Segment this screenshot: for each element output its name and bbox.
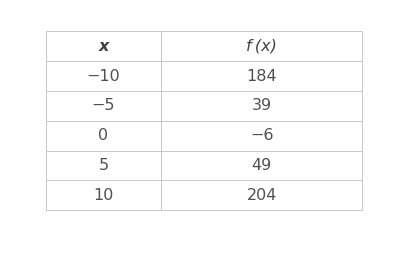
Text: 10: 10 — [93, 188, 114, 203]
Text: −5: −5 — [91, 98, 115, 113]
Bar — [161, 180, 362, 210]
Bar — [161, 61, 362, 91]
Bar — [161, 121, 362, 151]
Text: 0: 0 — [98, 128, 109, 143]
Text: 204: 204 — [247, 188, 277, 203]
Text: 5: 5 — [98, 158, 109, 173]
Bar — [161, 151, 362, 180]
Bar — [46, 61, 161, 91]
Bar — [46, 91, 161, 121]
Bar — [161, 31, 362, 61]
Text: −6: −6 — [250, 128, 274, 143]
Text: 184: 184 — [246, 69, 277, 84]
Bar — [46, 180, 161, 210]
Text: 39: 39 — [252, 98, 272, 113]
Text: −10: −10 — [86, 69, 120, 84]
Bar — [161, 91, 362, 121]
Text: x: x — [98, 39, 109, 54]
Text: 49: 49 — [251, 158, 272, 173]
Bar — [46, 121, 161, 151]
Text: f (x): f (x) — [246, 39, 277, 54]
Bar — [46, 151, 161, 180]
Bar — [46, 31, 161, 61]
